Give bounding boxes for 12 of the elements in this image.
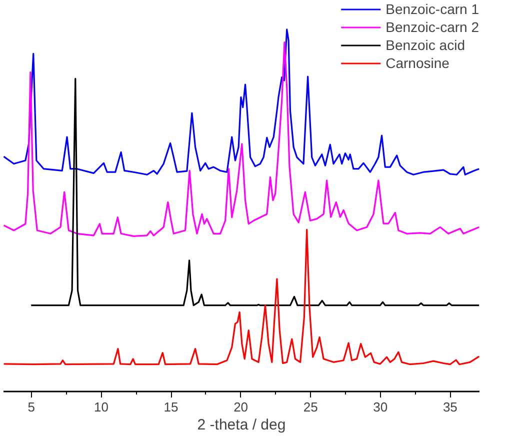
- x-tick-label: 35: [442, 400, 458, 414]
- x-tick-label: 30: [373, 400, 388, 414]
- legend-label: Benzoic acid: [386, 36, 465, 54]
- legend-label: Benzoic-carn 2: [386, 18, 479, 36]
- x-tick-label: 15: [164, 400, 178, 414]
- x-tick-label: 20: [234, 400, 248, 414]
- legend-label: Benzoic-carn 1: [386, 0, 479, 18]
- x-axis-title: 2 -theta / deg: [197, 416, 286, 434]
- x-tick-label: 5: [28, 400, 36, 414]
- x-tick-label: 10: [94, 400, 108, 414]
- legend-label: Carnosine: [386, 54, 450, 72]
- x-tick-label: 25: [303, 400, 318, 414]
